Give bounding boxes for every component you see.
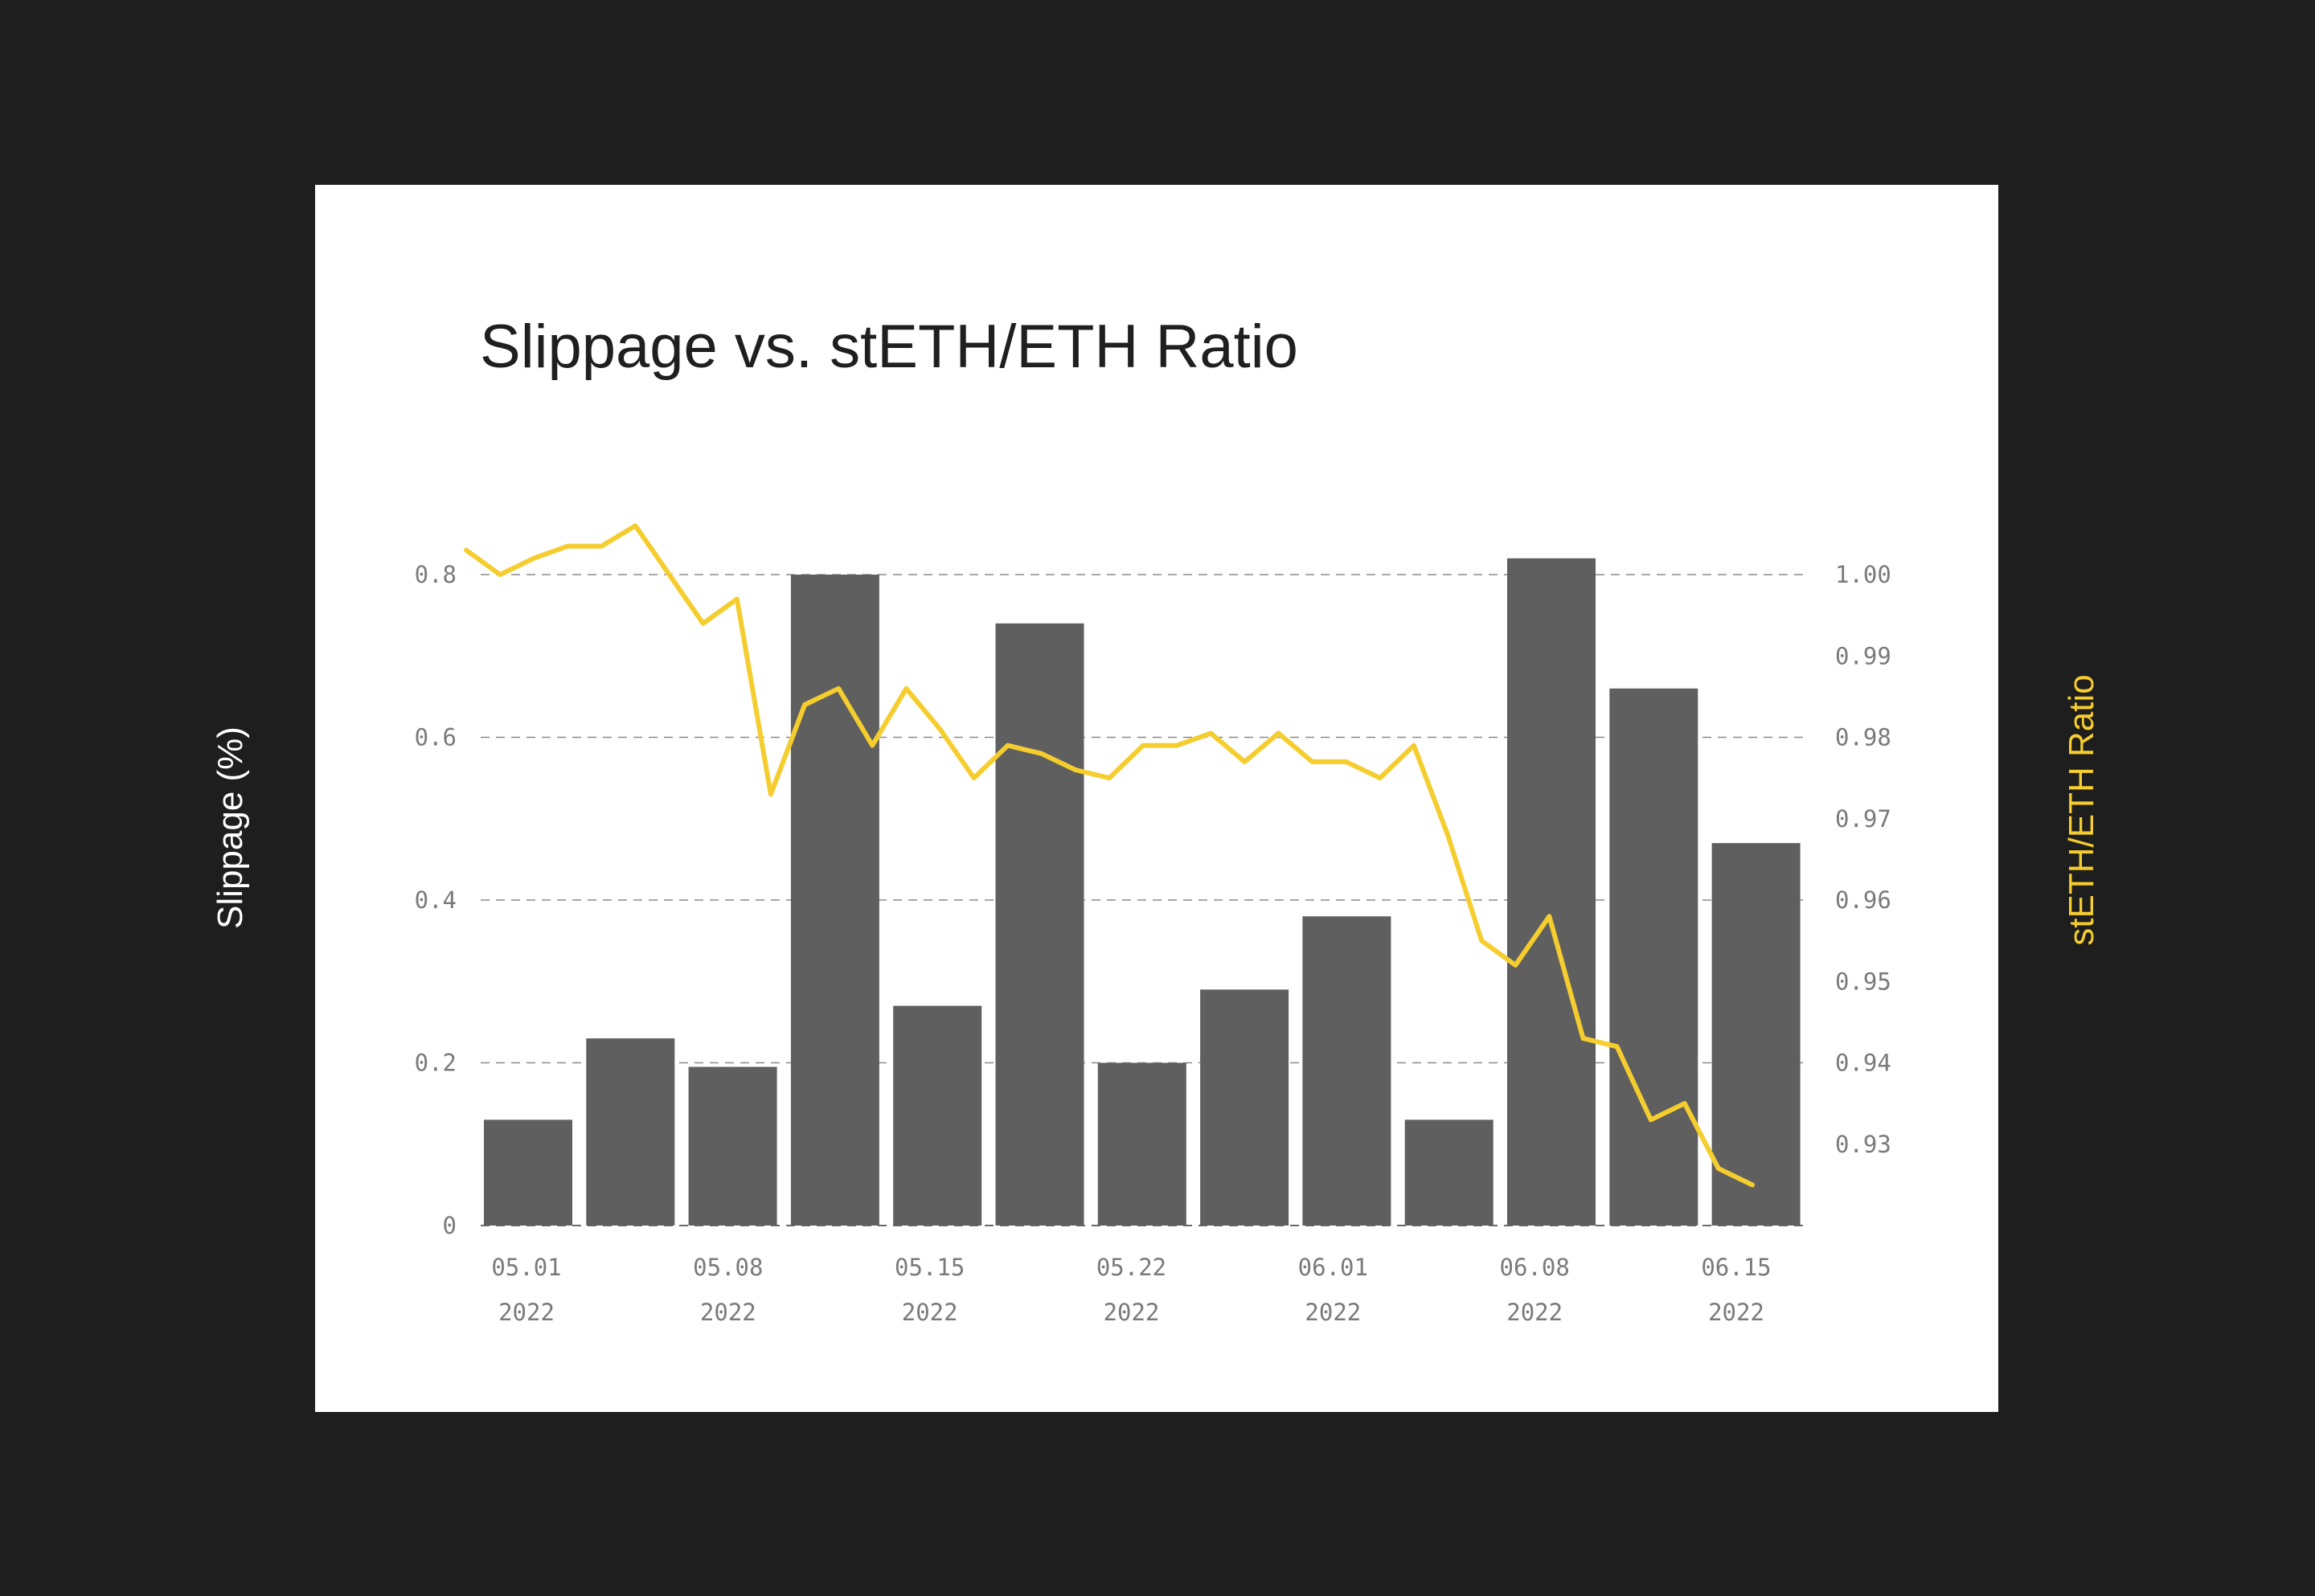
- y-tick-label: 0.4: [415, 886, 457, 914]
- y2-tick-label: 0.95: [1835, 968, 1891, 995]
- x-tick-year: 2022: [700, 1299, 756, 1326]
- bar: [586, 1038, 675, 1226]
- y2-tick-label: 0.94: [1835, 1050, 1891, 1077]
- bar: [1711, 843, 1801, 1226]
- bar: [1507, 558, 1596, 1226]
- bar: [790, 575, 879, 1226]
- x-tick-date: 05.22: [1096, 1254, 1166, 1281]
- chart-title: Slippage vs. stETH/ETH Ratio: [480, 313, 1298, 381]
- x-tick-year: 2022: [1305, 1299, 1361, 1326]
- bar: [1404, 1119, 1493, 1226]
- y2-tick-label: 0.96: [1835, 886, 1891, 914]
- y2-tick-label: 1.00: [1835, 561, 1891, 588]
- y-tick-label: 0.6: [415, 724, 457, 751]
- bar: [1097, 1062, 1186, 1226]
- x-tick-date: 06.01: [1298, 1254, 1368, 1281]
- x-tick-year: 2022: [902, 1299, 958, 1326]
- x-tick-date: 06.08: [1500, 1254, 1570, 1281]
- y2-tick-label: 0.97: [1835, 805, 1891, 833]
- y2-tick-label: 0.99: [1835, 642, 1891, 669]
- x-tick-year: 2022: [498, 1299, 555, 1326]
- bar: [1200, 989, 1289, 1226]
- bar: [1609, 688, 1698, 1226]
- y2-tick-label: 0.93: [1835, 1131, 1891, 1158]
- bar: [484, 1119, 572, 1226]
- y2-tick-label: 0.98: [1835, 724, 1891, 751]
- bar: [1302, 916, 1391, 1226]
- x-tick-date: 05.15: [895, 1254, 965, 1281]
- bar-series: [484, 558, 1801, 1226]
- x-tick-year: 2022: [1104, 1299, 1160, 1326]
- x-tick-date: 05.01: [491, 1254, 561, 1281]
- y-tick-label: 0: [443, 1212, 457, 1239]
- x-tick-year: 2022: [1506, 1299, 1563, 1326]
- x-tick-date: 05.08: [693, 1254, 763, 1281]
- x-tick-date: 06.15: [1701, 1254, 1771, 1281]
- ratio-line: [464, 523, 1755, 1188]
- ratio-line-series: [464, 523, 1755, 1188]
- bar: [893, 1005, 982, 1226]
- y-tick-label: 0.2: [415, 1050, 457, 1077]
- bar: [688, 1066, 777, 1226]
- y-tick-label: 0.8: [415, 561, 457, 588]
- x-tick-year: 2022: [1708, 1299, 1764, 1326]
- bar: [995, 623, 1084, 1226]
- axis-labels: 0 0.2 0.4 0.6 0.8 0.93 0.94 0.95 0.96 0.97 0.98 0.9…: [415, 561, 1891, 1326]
